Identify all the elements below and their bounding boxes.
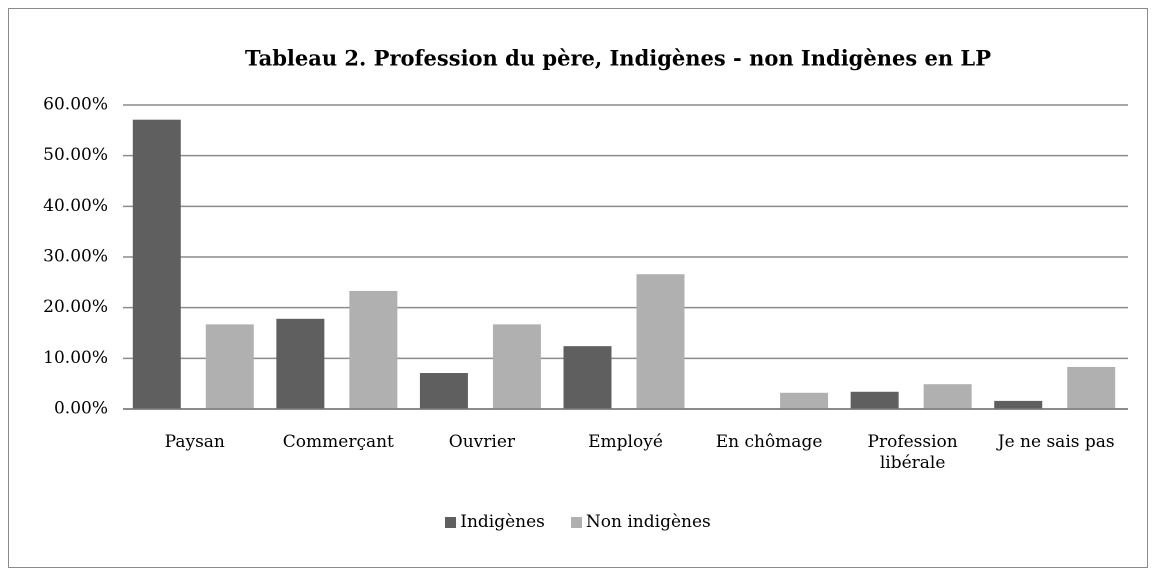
x-tick-label: Je ne sais pas bbox=[997, 432, 1115, 452]
bar bbox=[1067, 366, 1116, 409]
bar bbox=[636, 274, 685, 409]
bar bbox=[994, 400, 1043, 409]
bar bbox=[132, 119, 181, 410]
x-tick-label: Paysan bbox=[164, 432, 225, 452]
legend-swatch bbox=[570, 516, 582, 528]
bar bbox=[563, 346, 612, 409]
bar bbox=[492, 324, 541, 409]
bar bbox=[419, 373, 468, 409]
legend: Indigènes Non indigènes bbox=[0, 512, 1156, 532]
bar bbox=[923, 384, 972, 409]
bar bbox=[780, 392, 829, 409]
legend-label: Indigènes bbox=[460, 512, 545, 532]
y-tick-label: 0.00% bbox=[54, 399, 108, 419]
x-tick-label: Profession libérale bbox=[867, 432, 958, 473]
y-tick-label: 30.00% bbox=[43, 247, 108, 267]
x-tick-label: Commerçant bbox=[282, 432, 394, 452]
bar bbox=[850, 391, 899, 409]
y-tick-label: 40.00% bbox=[43, 196, 108, 216]
bar bbox=[349, 290, 398, 409]
legend-label: Non indigènes bbox=[585, 512, 711, 532]
legend-swatch bbox=[445, 516, 457, 528]
legend-item: Indigènes bbox=[445, 512, 545, 532]
bar bbox=[276, 318, 325, 409]
x-tick-label: En chômage bbox=[715, 432, 823, 452]
legend-item: Non indigènes bbox=[570, 512, 711, 532]
x-tick-label: Employé bbox=[588, 432, 663, 452]
y-tick-label: 10.00% bbox=[43, 348, 108, 368]
bar bbox=[205, 324, 254, 409]
chart-title: Tableau 2. Profession du père, Indigènes… bbox=[245, 46, 991, 71]
x-tick-label: Ouvrier bbox=[448, 432, 516, 452]
y-tick-label: 60.00% bbox=[43, 95, 108, 115]
y-tick-label: 20.00% bbox=[43, 297, 108, 317]
y-tick-label: 50.00% bbox=[43, 145, 108, 165]
